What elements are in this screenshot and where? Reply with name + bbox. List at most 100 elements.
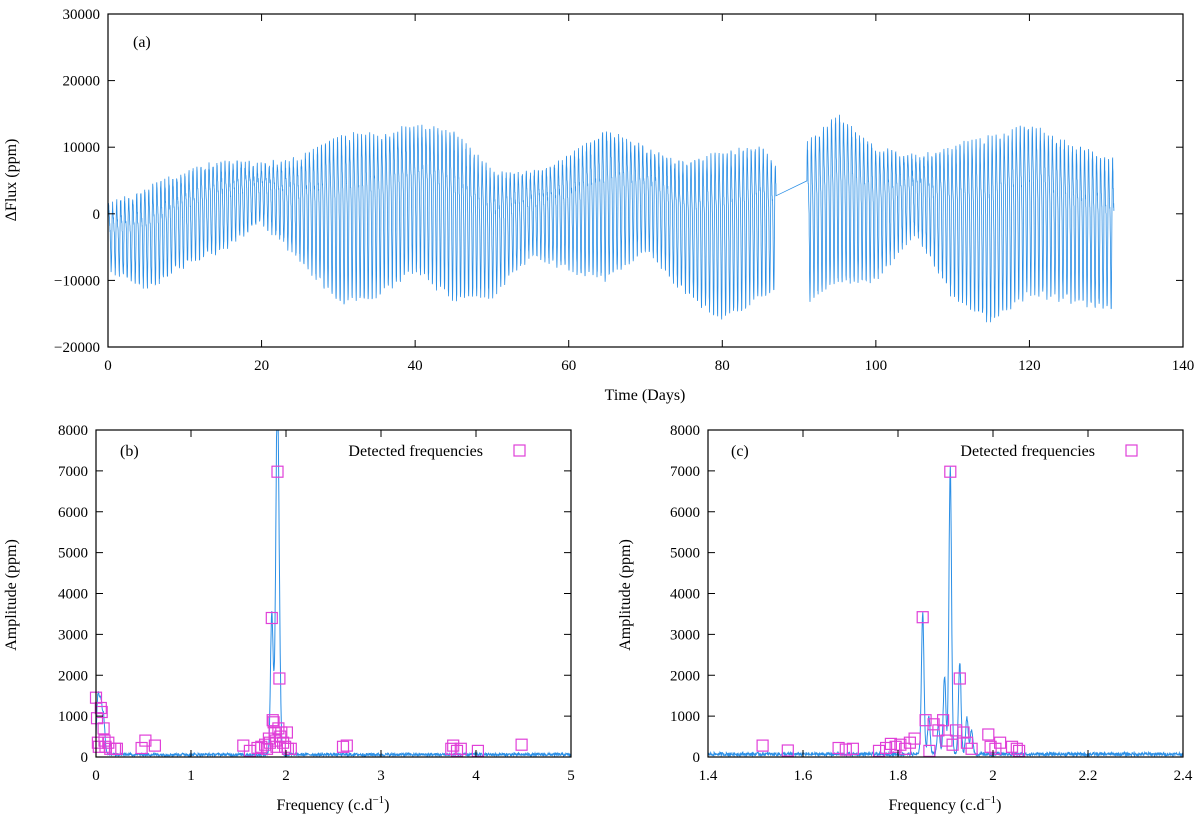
b-x-axis-label-suffix: ): [384, 797, 389, 814]
c-legend-marker: [1125, 444, 1138, 457]
c-spectrum-line: [707, 466, 1184, 758]
c-ytick-label: 8000: [670, 423, 700, 439]
b-series-group: [95, 429, 572, 758]
c-detected-frequency-marker: [846, 742, 860, 755]
b-ticks-group: 0 1 2 3 4 5 0 1000 2000 3000 4000 5000 6000 7000 8000: [58, 423, 575, 784]
c-detected-frequency-marker: [965, 742, 978, 755]
c-legend-label: Detected frequencies: [960, 443, 1095, 460]
a-panel-label: (a): [133, 34, 151, 51]
b-detected-frequency-marker: [135, 741, 148, 755]
b-ytick-label: 1000: [58, 709, 88, 725]
c-detected-frequency-marker: [908, 732, 921, 745]
b-detected-frequency-marker: [265, 611, 278, 625]
a-xtick-label: 140: [1172, 358, 1195, 374]
a-xtick-label: 80: [715, 358, 730, 374]
a-ticks-group: 0 20 40 60 80 100 120 140 −20000 −10000 0 10000 2000…: [54, 7, 1194, 374]
c-detected-frequency-marker: [984, 740, 997, 753]
c-series-group: [707, 466, 1184, 758]
b-detected-frequency-marker: [94, 701, 107, 715]
panel-b-spectrum: 0 1 2 3 4 5010002000300040005000600070008000 …: [3, 423, 575, 814]
b-legend: Detected frequencies: [348, 443, 526, 460]
c-x-axis-label-main: Frequency (c.d: [888, 797, 984, 814]
a-xtick-label: 20: [254, 358, 269, 374]
b-legend-marker: [513, 444, 526, 457]
a-ytick-label: −10000: [54, 273, 100, 289]
c-markers-group: [756, 465, 1026, 758]
b-detected-frequency-marker: [251, 741, 264, 755]
c-xtick-label: 2.4: [1174, 768, 1193, 784]
c-ytick-label: 3000: [670, 627, 700, 643]
c-detected-frequency-marker: [923, 744, 936, 758]
b-xtick-label: 2: [282, 768, 290, 784]
a-xtick-label: 40: [408, 358, 423, 374]
a-xtick-label: 0: [104, 358, 112, 374]
c-detected-frequency-marker: [957, 726, 970, 739]
panel-a-light-curve: 0 20 40 60 80 100 120 140 −20000 −10000 0 10000 2000…: [3, 7, 1194, 404]
c-panel-label: (c): [731, 443, 749, 460]
c-ytick-label: 1000: [670, 709, 700, 725]
b-detected-frequency-marker: [272, 722, 285, 735]
c-detected-frequency-marker: [919, 714, 932, 727]
c-detected-frequency-marker: [916, 611, 929, 624]
c-xtick-label: 1.4: [699, 768, 718, 784]
a-xtick-label: 60: [561, 358, 576, 374]
b-xtick-label: 0: [92, 768, 100, 784]
c-detected-frequency-marker: [993, 736, 1007, 749]
b-spectrum-line: [95, 429, 572, 758]
b-detected-frequency-marker: [267, 716, 280, 729]
c-detected-frequency-marker: [982, 728, 995, 741]
panel-c-spectrum-zoom: 1.4 1.6 1.8 2 2.2 2.4 0 1000 2000 3000 4000 5000 600…: [617, 423, 1193, 814]
c-ytick-label: 7000: [670, 464, 700, 480]
b-x-axis-label-main: Frequency (c.d: [276, 797, 372, 814]
b-ytick-label: 8000: [58, 423, 88, 439]
c-ytick-label: 5000: [670, 546, 700, 562]
c-x-axis-label: Frequency (c.d−1): [888, 794, 1001, 814]
b-detected-frequency-marker: [110, 742, 124, 755]
b-ytick-label: 7000: [58, 464, 88, 480]
a-xtick-label: 100: [865, 358, 888, 374]
c-detected-frequency-marker: [889, 740, 902, 753]
b-x-axis-label-sup: −1: [372, 794, 384, 806]
b-detected-frequency-marker: [274, 730, 287, 743]
c-detected-frequency-marker: [949, 724, 963, 737]
c-detected-frequency-marker: [936, 714, 950, 727]
b-detected-frequency-marker: [284, 742, 297, 755]
c-detected-frequency-marker: [756, 739, 769, 752]
b-detected-frequency-marker: [97, 722, 110, 735]
a-light-curve-line: [107, 114, 1115, 323]
c-detected-frequency-marker: [832, 741, 845, 755]
b-x-axis-label: Frequency (c.d−1): [276, 794, 389, 814]
c-detected-frequency-marker: [927, 718, 940, 731]
a-ytick-label: −20000: [54, 340, 100, 356]
c-ytick-label: 2000: [670, 668, 700, 684]
b-detected-frequency-marker: [280, 726, 293, 739]
b-y-axis-label: Amplitude (ppm): [3, 539, 20, 651]
b-detected-frequency-marker: [515, 738, 528, 751]
c-xtick-label: 2.2: [1079, 768, 1098, 784]
c-detected-frequency-marker: [894, 738, 907, 751]
b-detected-frequency-marker: [454, 742, 467, 755]
b-xtick-label: 4: [472, 768, 480, 784]
c-detected-frequency-marker: [946, 738, 959, 751]
c-x-axis-label-sup: −1: [984, 794, 996, 806]
c-ytick-label: 0: [693, 750, 701, 766]
a-xtick-label: 120: [1018, 358, 1041, 374]
a-ytick-label: 30000: [63, 7, 101, 23]
a-ytick-label: 20000: [63, 74, 101, 90]
a-series-group: [107, 114, 1115, 323]
c-detected-frequency-marker: [932, 724, 945, 737]
c-xtick-label: 2: [989, 768, 997, 784]
c-ticks-group: 1.4 1.6 1.8 2 2.2 2.4 0 1000 2000 3000 4000 5000 600…: [670, 423, 1193, 784]
b-plot-frame: [95, 429, 572, 758]
c-detected-frequency-marker: [884, 737, 898, 751]
b-markers-group: [89, 465, 528, 758]
c-ytick-label: 6000: [670, 505, 700, 521]
b-detected-frequency-marker: [340, 739, 353, 752]
c-detected-frequency-marker: [781, 744, 794, 757]
b-ytick-label: 2000: [58, 668, 88, 684]
c-detected-frequency-marker: [953, 672, 966, 685]
b-ytick-label: 4000: [58, 587, 88, 603]
b-xtick-label: 5: [567, 768, 575, 784]
c-x-axis-label-suffix: ): [996, 797, 1001, 814]
